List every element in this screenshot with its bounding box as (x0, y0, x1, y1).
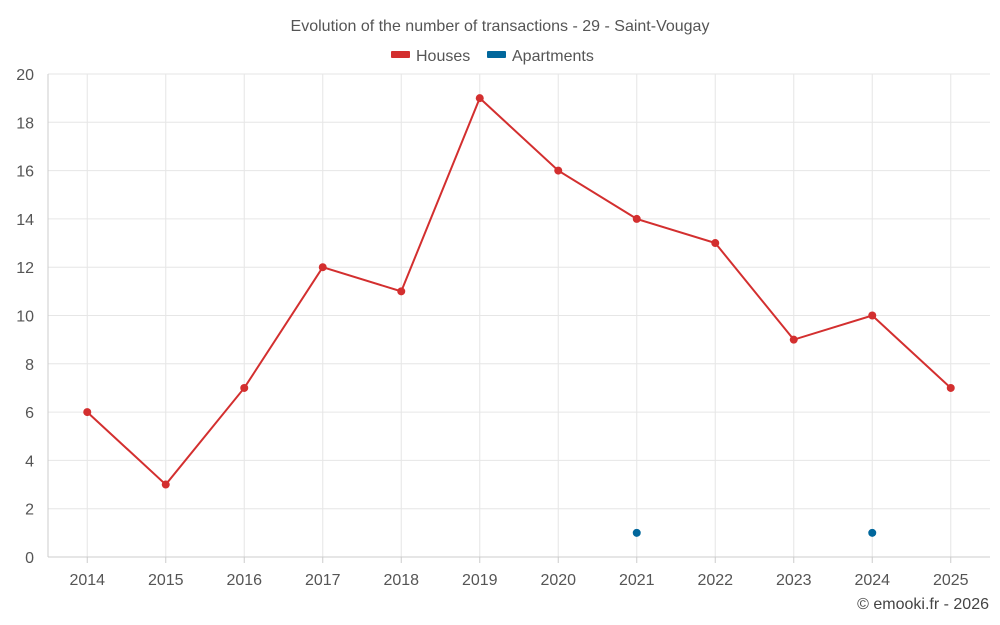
credit-text: © emooki.fr - 2026 (857, 596, 989, 613)
x-tick-label: 2025 (933, 572, 969, 589)
y-tick-label: 8 (25, 357, 34, 374)
data-point-houses[interactable] (868, 311, 877, 320)
data-point-houses[interactable] (318, 263, 327, 272)
y-tick-label: 0 (25, 550, 34, 567)
y-tick-label: 4 (25, 453, 34, 470)
y-tick-label: 6 (25, 405, 34, 422)
x-tick-label: 2016 (226, 572, 262, 589)
data-point-houses[interactable] (83, 408, 92, 417)
legend-item-apartments[interactable]: Apartments (487, 48, 594, 65)
data-point-houses[interactable] (475, 94, 484, 103)
series-line-houses (86, 96, 952, 487)
data-point-houses[interactable] (240, 383, 249, 392)
data-point-apartments[interactable] (632, 528, 641, 537)
legend-item-houses[interactable]: Houses (391, 48, 470, 65)
series-apartments (632, 528, 877, 537)
x-tick-label: 2020 (540, 572, 576, 589)
x-tick-label: 2014 (69, 572, 105, 589)
axes: 0 2 4 6 8 10 12 14 16 18 20 2014 2015 2016 2017 2018 201… (16, 67, 990, 589)
x-tick-label: 2024 (854, 572, 890, 589)
x-tick-label: 2022 (697, 572, 733, 589)
y-tick-label: 12 (16, 260, 34, 277)
grid (48, 73, 990, 557)
legend-label-apartments: Apartments (512, 48, 594, 65)
series-houses (83, 94, 955, 489)
chart-title: Evolution of the number of transactions … (291, 18, 710, 35)
legend-swatch-houses (391, 51, 410, 58)
y-tick-label: 10 (16, 309, 34, 326)
data-point-houses[interactable] (789, 335, 798, 344)
data-point-houses[interactable] (397, 287, 406, 296)
y-tick-label: 2 (25, 502, 34, 519)
legend-swatch-apartments (487, 51, 506, 58)
data-point-houses[interactable] (711, 239, 720, 248)
y-tick-label: 16 (16, 164, 34, 181)
x-tick-label: 2017 (305, 572, 341, 589)
y-tick-label: 14 (16, 212, 34, 229)
x-tick-label: 2015 (148, 572, 184, 589)
legend-label-houses: Houses (416, 48, 470, 65)
data-point-houses[interactable] (632, 214, 641, 223)
data-point-apartments[interactable] (868, 528, 877, 537)
series (83, 94, 955, 537)
x-tick-label: 2018 (383, 572, 419, 589)
x-tick-label: 2023 (776, 572, 812, 589)
data-point-houses[interactable] (161, 480, 170, 489)
y-tick-label: 18 (16, 115, 34, 132)
x-tick-label: 2021 (619, 572, 655, 589)
data-point-houses[interactable] (946, 383, 955, 392)
y-tick-label: 20 (16, 67, 34, 84)
data-point-houses[interactable] (554, 166, 563, 175)
x-tick-label: 2019 (462, 572, 498, 589)
legend: Houses Apartments (391, 48, 594, 65)
